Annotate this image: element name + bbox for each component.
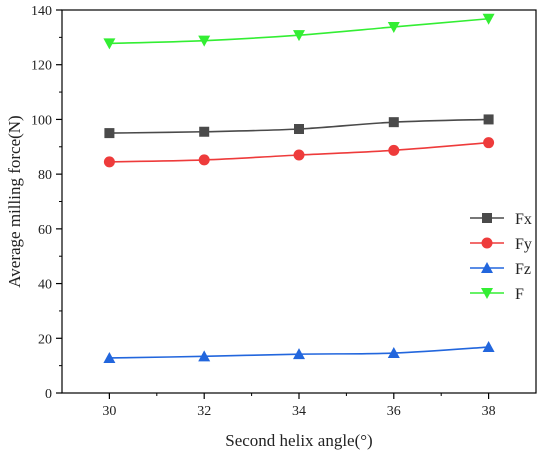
legend-marker	[481, 237, 493, 249]
x-tick-label: 38	[482, 404, 496, 419]
series-fz	[103, 341, 495, 363]
series-fy	[103, 137, 495, 168]
data-point-fz	[293, 348, 305, 360]
data-point-f	[198, 35, 211, 47]
legend-label: Fy	[515, 236, 532, 253]
x-axis: 30 32 34 36 38	[102, 393, 496, 419]
x-tick-label: 32	[197, 404, 211, 419]
series-fx	[104, 114, 494, 139]
data-point-fz	[198, 350, 211, 362]
data-point-fy	[388, 144, 400, 156]
data-point-fy	[103, 156, 115, 168]
data-point-f	[387, 21, 400, 33]
y-tick-label: 60	[38, 223, 52, 238]
legend-label: Fx	[515, 211, 532, 228]
legend-item-f: F	[470, 286, 524, 303]
data-point-fx	[199, 126, 210, 137]
legend-item-fy: Fy	[470, 236, 532, 253]
data-point-fx	[483, 114, 494, 125]
data-point-fz	[482, 341, 495, 353]
legend-marker	[482, 213, 492, 223]
legend-label: Fz	[515, 261, 531, 278]
legend-item-fz: Fz	[470, 261, 531, 278]
x-tick-label: 30	[102, 404, 116, 419]
y-tick-label: 80	[38, 168, 52, 183]
data-point-fx	[294, 124, 304, 135]
data-point-f	[103, 38, 116, 50]
x-tick-label: 34	[292, 404, 306, 419]
y-tick-label: 120	[31, 59, 52, 74]
data-point-fy	[293, 149, 305, 161]
data-point-fy	[198, 154, 210, 166]
data-point-fx	[104, 128, 115, 139]
y-tick-label: 140	[31, 4, 52, 19]
y-tick-label: 0	[45, 387, 52, 402]
legend-item-fx: Fx	[470, 211, 532, 228]
data-point-f	[482, 13, 495, 25]
series-layer	[103, 13, 495, 363]
data-point-fz	[387, 347, 400, 359]
data-point-f	[293, 30, 305, 42]
data-point-fy	[483, 137, 495, 149]
x-axis-label: Second helix angle(°)	[225, 431, 372, 450]
legend-label: F	[515, 286, 524, 303]
y-tick-label: 100	[31, 113, 52, 128]
y-axis-label: Average milling force(N)	[5, 115, 24, 287]
data-point-fx	[388, 117, 399, 128]
y-tick-label: 40	[38, 278, 52, 293]
legend-marker	[481, 288, 493, 299]
y-tick-label: 20	[38, 332, 52, 347]
x-tick-label: 36	[387, 404, 401, 419]
legend-marker	[481, 262, 493, 273]
data-point-fz	[103, 351, 116, 363]
y-axis: 0 20 40 60 80 100 120 140	[31, 4, 62, 402]
legend: Fx Fy Fz F	[470, 211, 532, 303]
series-f	[103, 13, 495, 50]
